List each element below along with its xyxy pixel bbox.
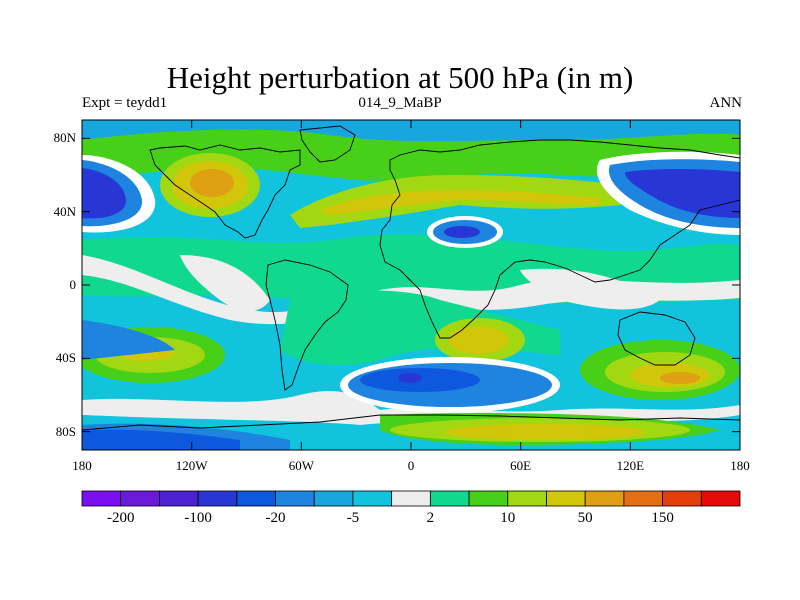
colorbar-label: -200 [106,510,135,526]
colorbar-box [700,490,741,507]
lat-label: 80N [53,130,76,146]
colorbar-box [623,490,663,507]
colorbar-label: 2 [426,510,435,526]
colorbar-box [546,490,586,507]
chart-title: Height perturbation at 500 hPa (in m) [166,60,634,95]
colorbar-label: 150 [651,510,674,526]
colorbar-label: -100 [184,510,212,526]
lat-label: 40N [53,203,76,219]
colorbar-box [468,490,509,507]
colorbar-box [159,490,199,507]
contour-field [82,120,740,450]
colorbar-box [352,490,393,507]
colorbar-box [662,490,702,507]
lon-label: 180 [72,458,92,473]
lon-label: 120E [616,458,645,473]
lon-label: 180 [730,458,750,473]
lat-label: 80S [55,423,76,439]
lon-label: 60E [510,458,532,473]
experiment-label: Expt = teydd1 [82,95,168,111]
season-label: ANN [709,95,743,111]
colorbar-box [236,490,276,507]
lon-label: 60W [288,458,314,473]
colorbar-box [391,490,431,507]
lat-label: 40S [55,350,76,366]
colorbar-box [584,490,625,507]
colorbar-box [313,490,354,507]
colorbar-box [197,490,238,507]
colorbar-label: 10 [500,510,516,526]
period-label: 014_9_MaBP [358,95,442,111]
colorbar-box [81,490,122,507]
lon-label: 120W [175,458,208,473]
colorbar-label: 50 [577,510,593,526]
colorbar-label: -20 [265,510,286,526]
lat-label: 0 [69,277,77,292]
colorbar-box [507,490,547,507]
colorbar-box [429,490,470,507]
map-ticks [81,120,741,450]
lon-label: 0 [407,458,415,473]
coastlines [82,125,740,431]
colorbar-label: -5 [346,510,360,526]
colorbar-box [275,490,315,507]
colorbar-box [120,490,160,507]
